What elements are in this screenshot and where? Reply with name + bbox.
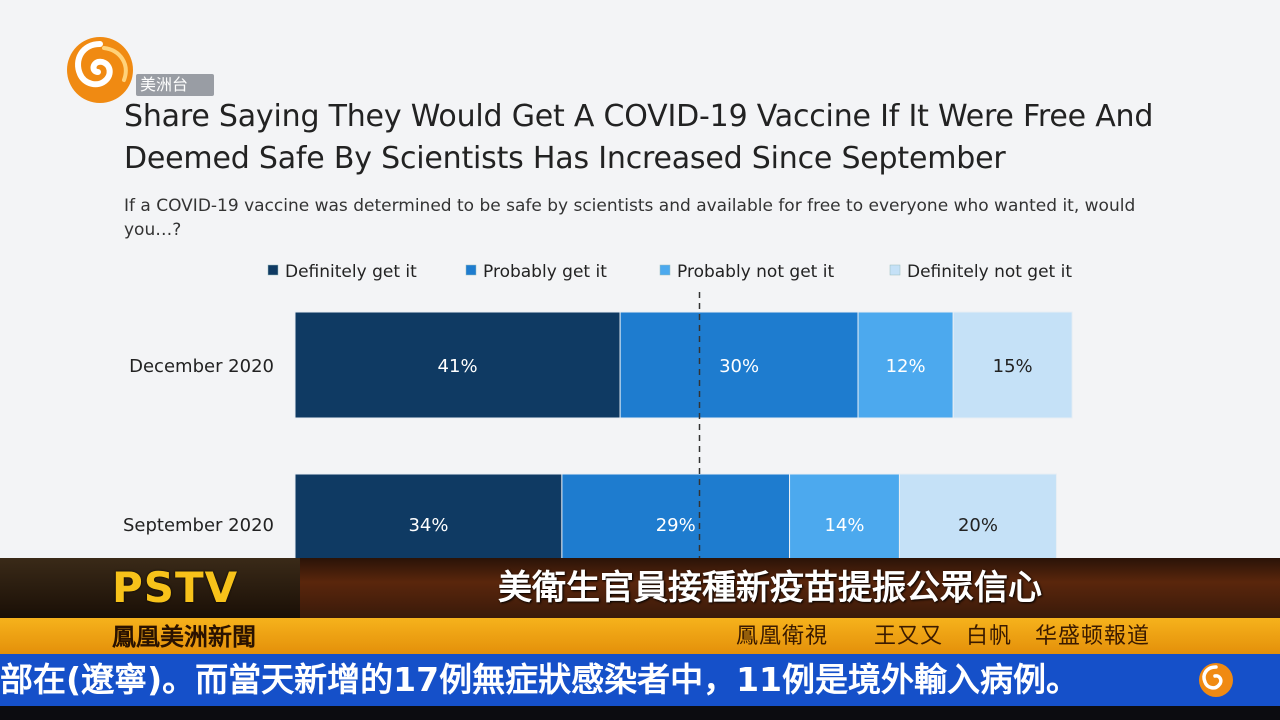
channel-tag: 美洲台 xyxy=(136,74,214,96)
bar-segment xyxy=(857,311,954,419)
legend-label: Definitely not get it xyxy=(907,262,1072,282)
legend-swatch xyxy=(267,264,279,276)
legend-label: Probably get it xyxy=(483,262,607,282)
bar-segment xyxy=(561,473,791,558)
legend-swatch xyxy=(465,264,477,276)
ticker-text: 部在(遼寧)。而當天新增的17例無症狀感染者中，11例是境外輸入病例。 xyxy=(0,660,1080,699)
bar-segment xyxy=(898,473,1057,558)
bar-segment xyxy=(789,473,900,558)
legend-swatch xyxy=(889,264,901,276)
headline-bar: PSTV 美衛生官員接種新疫苗提振公眾信心 xyxy=(0,558,1280,618)
bottom-strip xyxy=(0,706,1280,720)
news-headline: 美衛生官員接種新疫苗提振公眾信心 xyxy=(498,568,1042,608)
legend-swatch xyxy=(659,264,671,276)
bar-segment xyxy=(294,473,563,558)
category-label: December 2020 xyxy=(129,356,274,377)
chart-slide: Share Saying They Would Get A COVID-19 V… xyxy=(0,0,1280,558)
bar-segment xyxy=(619,311,859,419)
program-name: 鳳凰美洲新聞 xyxy=(112,623,256,651)
bar-value-label: 41% xyxy=(438,356,478,377)
legend-label: Probably not get it xyxy=(677,262,834,282)
brand-logo-text: PSTV xyxy=(112,563,239,612)
chart-subtitle: If a COVID-19 vaccine was determined to … xyxy=(124,196,1136,240)
news-ticker: 部在(遼寧)。而當天新增的17例無症狀感染者中，11例是境外輸入病例。 xyxy=(0,654,1280,706)
category-label: September 2020 xyxy=(123,515,274,536)
phoenix-logo-icon xyxy=(1199,663,1233,697)
bar-segment xyxy=(294,311,621,419)
bar-segment xyxy=(952,311,1073,419)
stacked-bar-chart: Definitely get it Probably get it Probably… xyxy=(123,262,1073,558)
bar-value-label: 34% xyxy=(408,515,448,536)
chart-title: Share Saying They Would Get A COVID-19 V… xyxy=(124,99,1154,176)
phoenix-logo-icon xyxy=(67,37,133,103)
bar-value-label: 15% xyxy=(993,356,1033,377)
bar-value-label: 20% xyxy=(958,515,998,536)
bar-value-label: 30% xyxy=(719,356,759,377)
legend-label: Definitely get it xyxy=(285,262,417,282)
program-bar: 鳳凰美洲新聞 鳳凰衛視 王又又 白帆 华盛顿報道 xyxy=(0,618,1280,654)
brand-panel xyxy=(0,558,300,618)
reporter-credit: 鳳凰衛視 王又又 白帆 华盛顿報道 xyxy=(735,624,1150,649)
bar-value-label: 14% xyxy=(824,515,864,536)
bar-value-label: 29% xyxy=(656,515,696,536)
bar-value-label: 12% xyxy=(886,356,926,377)
